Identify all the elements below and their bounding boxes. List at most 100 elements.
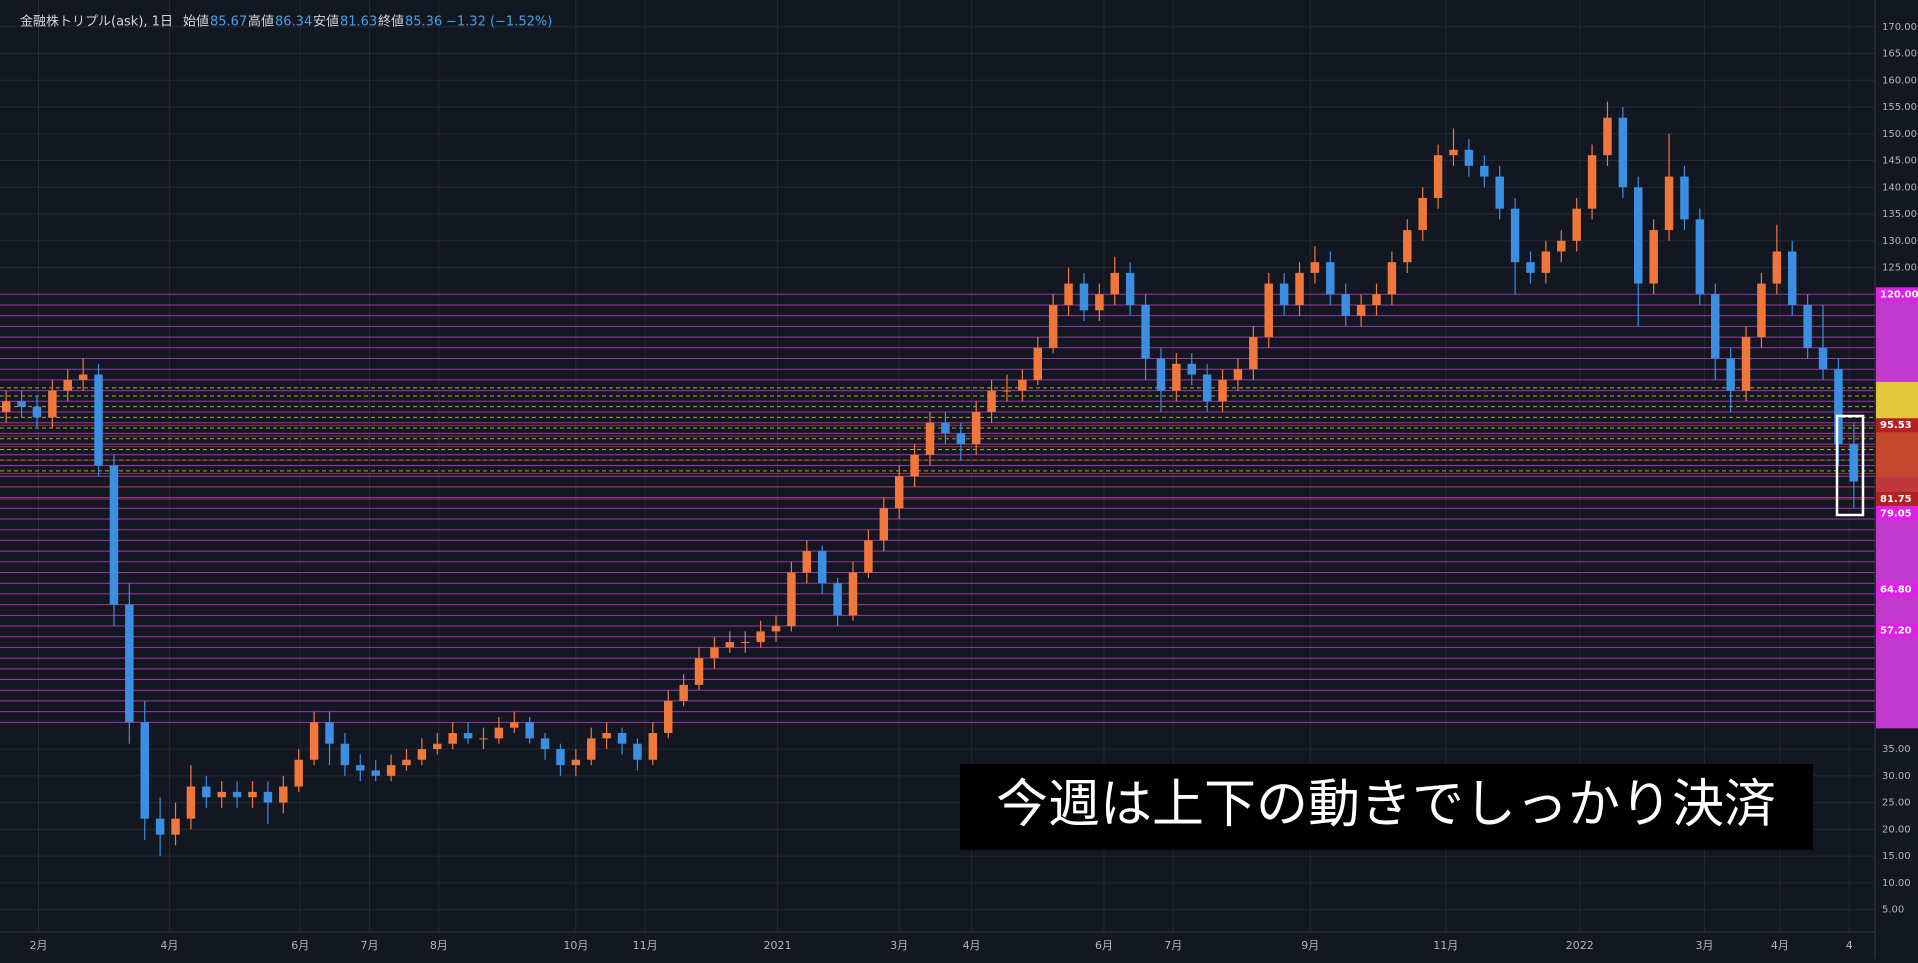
candle-body: [1818, 347, 1828, 370]
candle-body: [1249, 337, 1258, 370]
candle-body: [740, 642, 750, 644]
y-tick-label: 20.00: [1882, 824, 1911, 835]
candle-body: [232, 791, 242, 798]
candle-body: [63, 379, 72, 391]
candle-body: [1095, 294, 1104, 311]
candle-body: [1002, 390, 1012, 392]
candle-body: [1064, 283, 1073, 305]
candle-body: [463, 733, 473, 739]
candle-body: [648, 733, 658, 760]
candle-body: [202, 786, 211, 798]
candle-body: [1849, 444, 1859, 482]
x-axis-area: [0, 932, 1918, 959]
x-tick-label: 8月: [430, 939, 448, 952]
candle-body: [1326, 262, 1335, 295]
high-label: 高値: [248, 14, 274, 30]
candle-body: [833, 583, 842, 616]
candle-body: [679, 684, 688, 701]
candle-body: [1018, 379, 1027, 391]
candle-body: [32, 406, 42, 418]
y-tick-label: 160.00: [1882, 75, 1917, 86]
candle-body: [94, 374, 103, 466]
y-tick-label: 140.00: [1882, 182, 1917, 193]
candle-body: [386, 765, 396, 776]
candle-body: [479, 738, 488, 740]
candle-body: [571, 759, 581, 766]
close-label: 終値: [378, 14, 404, 30]
open-label: 始値: [183, 14, 209, 30]
candle-body: [925, 422, 935, 455]
x-tick-label: 11月: [633, 939, 658, 952]
y-tick-label: 5.00: [1882, 905, 1904, 916]
candle-body: [1310, 262, 1320, 273]
x-tick-label: 11月: [1433, 939, 1458, 952]
x-tick-label: 4月: [160, 939, 178, 952]
candle-body: [1387, 262, 1397, 295]
candle-body: [17, 401, 26, 407]
candle-body: [1772, 251, 1782, 284]
candle-body: [325, 722, 334, 744]
price-label-box: [1876, 491, 1918, 506]
candle-body: [664, 700, 673, 734]
candle-body: [125, 604, 134, 723]
candle-body: [1587, 155, 1597, 209]
candle-body: [279, 786, 288, 803]
candle-body: [802, 551, 812, 573]
candle-body: [1110, 272, 1119, 295]
candle-body: [1449, 149, 1458, 156]
y-tick-label: 35.00: [1882, 744, 1911, 755]
x-tick-label: 9月: [1301, 939, 1319, 952]
candle-body: [540, 738, 550, 750]
candle-body: [186, 786, 196, 819]
candle-body: [217, 791, 226, 798]
candle-body: [1048, 304, 1058, 348]
candle-body: [602, 733, 611, 739]
change-value: −1.32 (−1.52%): [446, 15, 552, 30]
candle-body: [1557, 240, 1566, 252]
candle-body: [1156, 358, 1166, 391]
candle-body: [155, 818, 165, 835]
x-tick-label: 7月: [1164, 939, 1182, 952]
candle-body: [1, 401, 11, 412]
x-tick-label: 4月: [1771, 939, 1789, 952]
y-tick-label: 30.00: [1882, 771, 1911, 782]
candle-body: [787, 572, 796, 627]
candle-body: [356, 765, 365, 771]
candle-body: [1233, 369, 1243, 380]
candle-body: [633, 743, 642, 760]
candle-body: [879, 508, 889, 541]
highlight-box: [1835, 414, 1865, 517]
x-tick-label: 4: [1846, 939, 1853, 952]
candle-body: [109, 465, 119, 605]
candle-body: [248, 791, 257, 798]
candle-body: [1541, 251, 1551, 273]
price-label-box: [1876, 287, 1918, 302]
candle-body: [1834, 369, 1843, 445]
candles-layer: [1, 101, 1859, 857]
high-value: 86.34: [275, 15, 312, 30]
candle-body: [1433, 155, 1443, 198]
candle-body: [1803, 304, 1812, 348]
candle-body: [1618, 117, 1628, 188]
y-tick-label: 15.00: [1882, 851, 1911, 862]
candle-body: [1279, 283, 1289, 305]
candle-body: [1711, 294, 1720, 359]
candle-body: [617, 733, 627, 744]
candle-body: [1603, 117, 1612, 156]
candle-body: [848, 572, 858, 616]
candle-body: [910, 454, 919, 477]
candle-body: [817, 551, 827, 584]
x-tick-label: 2022: [1566, 939, 1594, 952]
y-tick-label: 10.00: [1882, 878, 1911, 889]
candle-body: [771, 626, 781, 632]
candle-body: [1680, 176, 1689, 220]
y-tick-label: 130.00: [1882, 236, 1917, 247]
price-label: 81.75: [1880, 494, 1912, 505]
caption: 今週は上下の動きでしっかり決済: [996, 775, 1776, 835]
candle-body: [494, 727, 504, 739]
y-tick-label: 125.00: [1882, 263, 1917, 274]
candle-body: [725, 642, 735, 648]
price-label-box: [1876, 623, 1918, 638]
candle-body: [1341, 294, 1350, 316]
y-tick-label: 150.00: [1882, 129, 1917, 140]
